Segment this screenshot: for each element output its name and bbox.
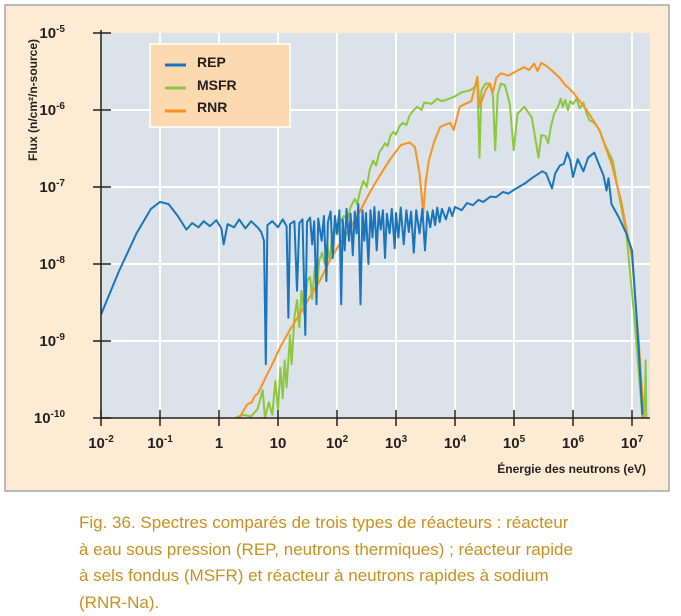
x-axis-title: Énergie des neutrons (eV) bbox=[497, 461, 646, 476]
legend-label-rnr: RNR bbox=[197, 99, 227, 115]
x-tick-label: 1 bbox=[215, 435, 223, 452]
caption-line: (RNR-Na). bbox=[79, 590, 679, 616]
caption-line: à sels fondus (MSFR) et réacteur à neutr… bbox=[79, 563, 679, 590]
legend-label-rep: REP bbox=[197, 54, 226, 70]
caption-line: Fig. 36. Spectres comparés de trois type… bbox=[79, 510, 679, 537]
y-axis-title: Flux (n/cm²/n-source) bbox=[26, 39, 40, 161]
legend: REP MSFR RNR bbox=[150, 44, 290, 127]
x-tick-label: 10 bbox=[270, 435, 287, 452]
figure-caption: Fig. 36. Spectres comparés de trois type… bbox=[79, 510, 679, 616]
legend-label-msfr: MSFR bbox=[197, 77, 237, 93]
caption-line: à eau sous pression (REP, neutrons therm… bbox=[79, 537, 679, 564]
